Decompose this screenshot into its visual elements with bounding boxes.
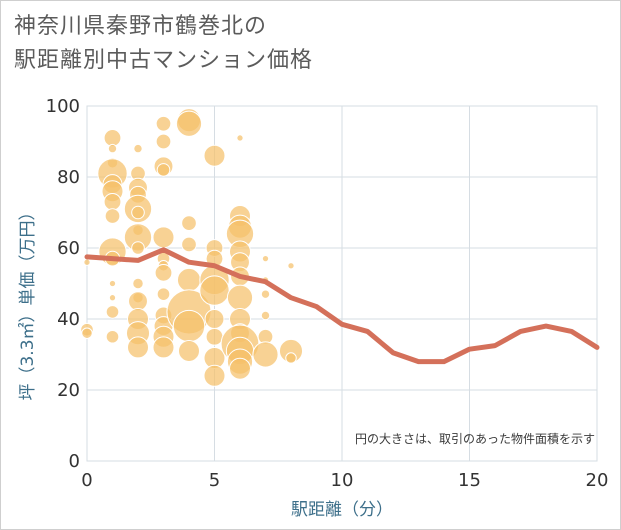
trend-line-layer	[84, 247, 600, 365]
bubble	[131, 241, 145, 255]
x-axis-title: 駅距離（分）	[291, 500, 393, 520]
x-tick-label: 5	[209, 470, 220, 491]
bubble	[172, 309, 206, 343]
bubble	[199, 275, 230, 306]
y-tick-label: 60	[57, 238, 80, 259]
bubble	[226, 284, 254, 311]
bubble	[154, 263, 173, 282]
y-tick-label: 0	[69, 451, 80, 472]
bubble	[103, 129, 122, 147]
bubble	[260, 289, 271, 299]
bubble-layer	[80, 108, 304, 387]
x-tick-labels: 0 5 10 15 20	[81, 470, 608, 491]
bubble	[175, 110, 203, 137]
bubble	[203, 364, 226, 387]
bubble	[155, 115, 172, 132]
x-tick-label: 20	[586, 470, 609, 491]
bubble	[204, 309, 225, 329]
bubble	[156, 163, 171, 177]
x-tick-label: 10	[331, 470, 354, 491]
bubble	[287, 262, 295, 270]
bubble	[261, 255, 270, 263]
bubble	[105, 329, 120, 344]
bubble	[181, 236, 197, 253]
y-axis-title: 坪（3.3㎡）単価（万円）	[18, 203, 38, 400]
bubble	[83, 258, 91, 266]
bubble	[178, 339, 200, 362]
trend-line	[84, 247, 600, 365]
size-note: 円の大きさは、取引のあった物件面積を示す	[355, 431, 595, 446]
bubble	[107, 143, 118, 154]
bubble	[285, 352, 297, 364]
bubble	[260, 310, 271, 321]
bubble	[229, 357, 251, 380]
bubble	[103, 192, 122, 211]
bubble	[152, 226, 175, 249]
chart-title-line1: 神奈川県秦野市鶴巻北の	[14, 14, 268, 39]
bubble	[128, 291, 148, 312]
bubble	[152, 336, 175, 359]
bubble	[252, 341, 279, 368]
bubble	[156, 287, 171, 301]
bubble	[181, 215, 197, 231]
grid	[86, 105, 598, 462]
bubble	[81, 327, 93, 339]
bubble	[203, 144, 226, 167]
y-tick-label: 40	[57, 309, 80, 330]
bubble	[104, 208, 121, 224]
x-tick-label: 0	[81, 470, 92, 491]
bubble	[133, 143, 143, 154]
y-tick-labels: 0 20 40 60 80 100	[46, 96, 80, 472]
chart-title: 神奈川県秦野市鶴巻北の 駅距離別中古マンション価格	[14, 10, 313, 78]
chart-title-line2: 駅距離別中古マンション価格	[14, 48, 314, 73]
bubble	[108, 294, 117, 302]
bubble	[236, 134, 244, 142]
bubble	[105, 305, 120, 319]
bubble	[205, 327, 224, 346]
bubble	[176, 267, 202, 293]
bubble	[155, 133, 172, 150]
bubble	[132, 277, 144, 290]
y-tick-label: 80	[57, 167, 80, 188]
bubble	[127, 336, 149, 359]
bubble	[131, 205, 145, 220]
y-tick-label: 100	[46, 96, 80, 117]
y-tick-label: 20	[57, 380, 80, 401]
x-tick-label: 15	[458, 470, 481, 491]
bubble	[108, 279, 117, 288]
